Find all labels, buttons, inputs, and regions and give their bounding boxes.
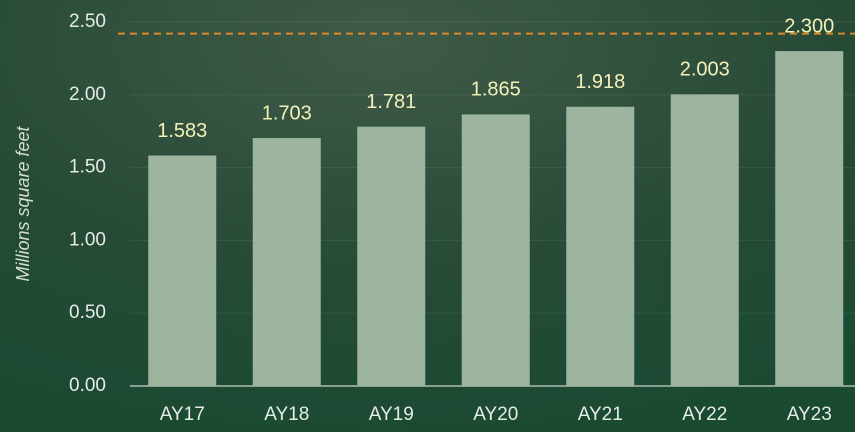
y-tick-label: 0.50 [69,302,106,323]
x-tick-label: AY21 [578,404,623,425]
data-label: 1.918 [575,71,625,93]
x-tick-label: AY23 [787,404,832,425]
data-label: 1.583 [157,120,207,142]
bar [461,114,530,387]
data-label: 1.781 [366,91,416,113]
bar [252,138,321,386]
x-tick-label: AY20 [473,404,518,425]
y-tick-label: 2.50 [69,11,106,32]
bar [148,155,217,386]
bar [775,51,844,387]
data-label: 2.003 [680,59,730,81]
y-tick-label: 0.00 [69,375,106,396]
data-label: 2.300 [784,15,834,37]
y-tick-label: 1.50 [69,157,106,178]
bar [670,94,739,387]
data-label: 1.865 [471,79,521,101]
x-tick-label: AY19 [369,404,414,425]
data-label: 1.703 [262,102,312,124]
y-tick-label: 1.00 [69,229,106,250]
x-tick-label: AY22 [682,404,727,425]
y-axis-label: Millions square feet [13,125,33,281]
y-tick-label: 2.00 [69,84,106,105]
bar [357,126,426,386]
x-tick-label: AY17 [160,404,205,425]
bar [566,106,635,386]
x-tick-label: AY18 [264,404,309,425]
